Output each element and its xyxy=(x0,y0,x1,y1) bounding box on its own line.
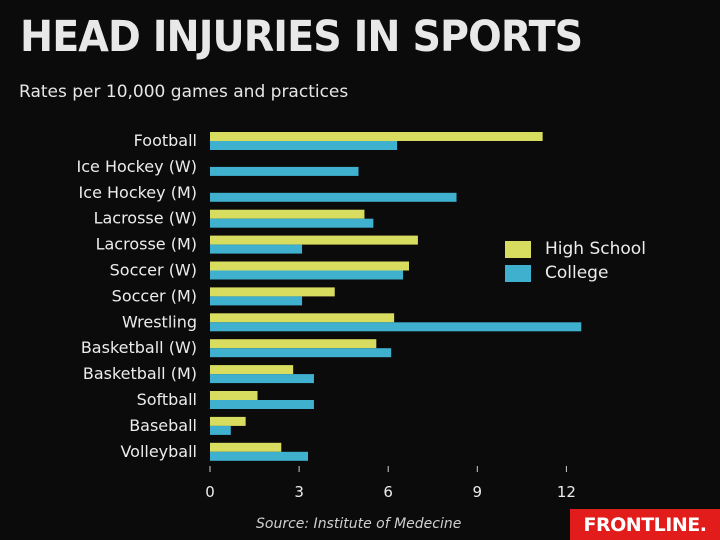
chart-title: HEAD INJURIES IN SPORTS xyxy=(20,12,583,62)
category-label-football: Football xyxy=(134,131,197,150)
bar-high-school-basketball-m xyxy=(210,365,294,375)
legend-label-high-school: High School xyxy=(545,239,646,259)
legend-item-college: College xyxy=(505,261,646,285)
bar-high-school-baseball xyxy=(210,416,246,426)
category-label-basketball-m: Basketball (M) xyxy=(83,364,197,383)
bar-high-school-soccer-m xyxy=(210,287,335,297)
bar-high-school-basketball-w xyxy=(210,339,377,349)
category-label-baseball: Baseball xyxy=(129,416,197,435)
bar-high-school-lacrosse-w xyxy=(210,209,365,219)
chart-subtitle: Rates per 10,000 games and practices xyxy=(19,82,349,102)
bar-high-school-softball xyxy=(210,391,258,400)
legend-swatch-college xyxy=(505,264,531,282)
category-label-soccer-m: Soccer (M) xyxy=(112,286,197,305)
category-label-lacrosse-m: Lacrosse (M) xyxy=(96,235,197,254)
bar-college-ice-hockey-m xyxy=(210,192,457,202)
legend: High School College xyxy=(505,237,646,285)
x-tick-label-0: 0 xyxy=(205,483,215,501)
bar-high-school-football xyxy=(210,132,543,141)
source-note: Source: Institute of Medecine xyxy=(256,516,462,532)
bar-college-football xyxy=(210,141,398,150)
category-label-ice-hockey-w: Ice Hockey (W) xyxy=(77,157,197,176)
category-label-ice-hockey-m: Ice Hockey (M) xyxy=(79,183,197,202)
x-tick-label-9: 9 xyxy=(473,483,483,501)
legend-item-high-school: High School xyxy=(505,237,646,261)
category-label-volleyball: Volleyball xyxy=(120,442,197,461)
frontline-logo: FRONTLINE. xyxy=(570,509,720,540)
category-label-wrestling: Wrestling xyxy=(122,312,197,331)
bar-college-lacrosse-m xyxy=(210,244,303,254)
category-label-lacrosse-w: Lacrosse (W) xyxy=(94,209,197,228)
bar-college-baseball xyxy=(210,425,231,435)
bar-college-volleyball xyxy=(210,451,309,461)
bar-college-wrestling xyxy=(210,322,582,332)
category-label-softball: Softball xyxy=(137,390,197,409)
bar-high-school-soccer-w xyxy=(210,261,409,271)
legend-label-college: College xyxy=(545,263,609,283)
bar-college-soccer-m xyxy=(210,296,303,306)
bar-high-school-lacrosse-m xyxy=(210,235,418,245)
bar-college-basketball-m xyxy=(210,374,314,384)
x-tick-label-6: 6 xyxy=(383,483,393,501)
bar-high-school-wrestling xyxy=(210,313,395,323)
bar-high-school-volleyball xyxy=(210,442,282,452)
bar-college-soccer-w xyxy=(210,270,404,280)
bar-college-basketball-w xyxy=(210,348,392,358)
x-tick-label-12: 12 xyxy=(557,483,576,501)
bar-college-softball xyxy=(210,400,314,409)
bar-college-lacrosse-w xyxy=(210,218,374,228)
x-tick-label-3: 3 xyxy=(294,483,304,501)
bar-college-ice-hockey-w xyxy=(210,166,359,176)
legend-swatch-high-school xyxy=(505,240,531,258)
category-label-soccer-w: Soccer (W) xyxy=(110,261,197,280)
frontline-logo-text: FRONTLINE. xyxy=(583,513,707,536)
category-label-basketball-w: Basketball (W) xyxy=(81,338,197,357)
